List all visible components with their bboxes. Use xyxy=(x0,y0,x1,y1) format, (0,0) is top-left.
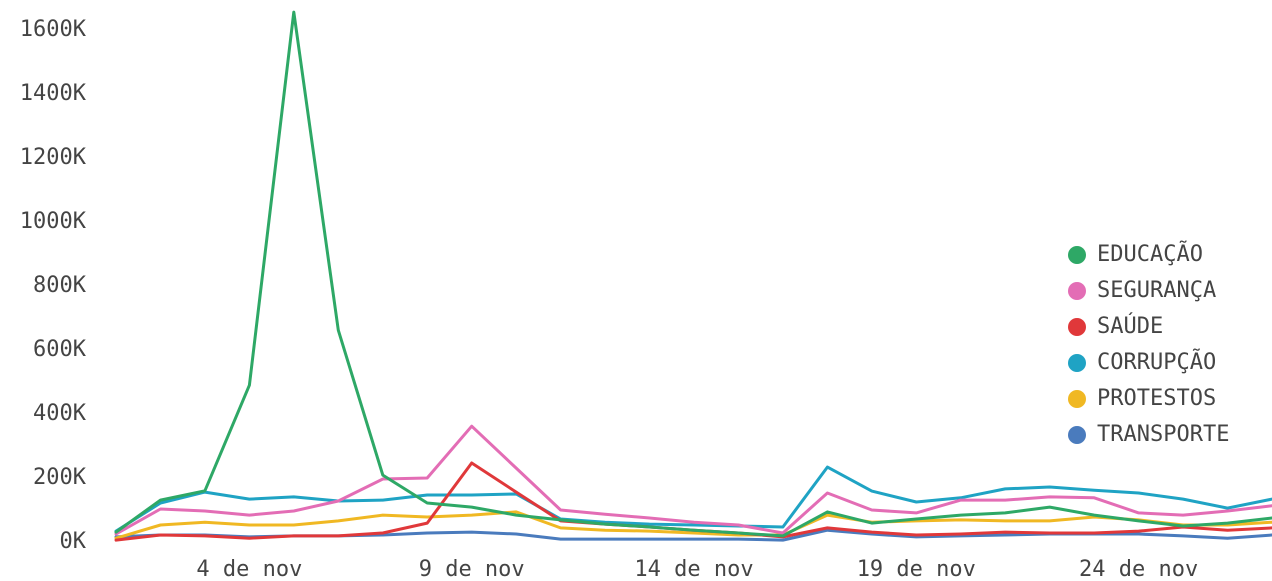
y-tick-label: 800K xyxy=(33,273,87,298)
legend-swatch xyxy=(1068,282,1086,300)
legend-label: PROTESTOS xyxy=(1097,386,1216,411)
series-line xyxy=(114,461,1272,542)
y-tick-label: 400K xyxy=(33,401,87,426)
legend-swatch xyxy=(1068,390,1086,408)
series-line xyxy=(114,424,1272,536)
y-tick-label: 1200K xyxy=(20,145,87,170)
series-line xyxy=(114,10,1272,538)
y-tick-label: 1000K xyxy=(20,209,87,234)
legend-label: SAÚDE xyxy=(1097,313,1163,339)
y-tick-label: 0K xyxy=(60,529,87,554)
legend-swatch xyxy=(1068,354,1086,372)
y-tick-label: 1600K xyxy=(20,17,87,42)
legend-swatch xyxy=(1068,426,1086,444)
legend-swatch xyxy=(1068,318,1086,336)
y-tick-label: 200K xyxy=(33,465,87,490)
y-tick-label: 600K xyxy=(33,337,87,362)
series-line xyxy=(114,510,1272,540)
x-tick-label: 24 de nov xyxy=(1079,557,1198,581)
legend-swatch xyxy=(1068,246,1086,264)
y-tick-label: 1400K xyxy=(20,81,87,106)
x-tick-label: 9 de nov xyxy=(419,557,525,581)
x-tick-label: 19 de nov xyxy=(857,557,976,581)
legend-label: EDUCAÇÃO xyxy=(1097,240,1203,267)
legend-label: SEGURANÇA xyxy=(1097,278,1216,303)
x-tick-label: 4 de nov xyxy=(196,557,302,581)
x-tick-label: 14 de nov xyxy=(634,557,753,581)
series-line xyxy=(114,465,1272,533)
legend-label: TRANSPORTE xyxy=(1097,422,1229,447)
legend-label: CORRUPÇÃO xyxy=(1097,348,1216,375)
